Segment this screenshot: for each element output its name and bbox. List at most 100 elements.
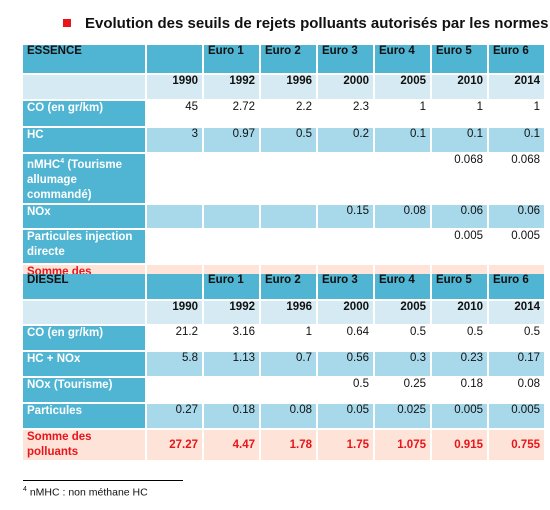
value-cell: 0.5 bbox=[318, 378, 375, 404]
diesel-table: DIESEL Euro 1 Euro 2 Euro 3 Euro 4 Euro … bbox=[23, 274, 546, 462]
year-cell: 2005 bbox=[375, 301, 432, 326]
value-cell: 0.97 bbox=[204, 128, 261, 154]
year-cell: 2014 bbox=[489, 75, 546, 101]
value-cell: 0.18 bbox=[204, 404, 261, 430]
table-row: Particules 0.27 0.18 0.08 0.05 0.025 0.0… bbox=[23, 404, 546, 430]
year-cell: 1990 bbox=[147, 75, 204, 101]
value-cell: 0.56 bbox=[318, 352, 375, 378]
row-label: NOx bbox=[23, 204, 147, 230]
value-cell bbox=[261, 229, 318, 265]
value-cell: 0.5 bbox=[432, 326, 489, 352]
value-cell bbox=[204, 229, 261, 265]
value-cell bbox=[204, 204, 261, 230]
value-cell bbox=[318, 229, 375, 265]
year-cell: 1996 bbox=[261, 75, 318, 101]
value-cell: 0.5 bbox=[375, 326, 432, 352]
year-cell: 2000 bbox=[318, 301, 375, 326]
essence-heading: ESSENCE bbox=[23, 45, 147, 75]
value-cell: 1 bbox=[432, 101, 489, 128]
norm-euro4: Euro 4 bbox=[375, 274, 432, 301]
page-title: Evolution des seuils de rejets polluants… bbox=[63, 12, 548, 34]
value-cell: 0.06 bbox=[489, 204, 546, 230]
value-cell: 2.3 bbox=[318, 101, 375, 128]
value-cell: 0.1 bbox=[432, 128, 489, 154]
norm-euro6: Euro 6 bbox=[489, 274, 546, 301]
row-label: Particules injection directe bbox=[23, 229, 147, 265]
year-cell: 2000 bbox=[318, 75, 375, 101]
norm-euro5: Euro 5 bbox=[432, 45, 489, 75]
value-cell: 0.06 bbox=[432, 204, 489, 230]
value-cell bbox=[318, 154, 375, 205]
value-cell: 1 bbox=[375, 101, 432, 128]
table-row: nMHC4 (Tourisme allumage commandé) 0.068… bbox=[23, 154, 546, 205]
value-cell: 0.08 bbox=[375, 204, 432, 230]
value-cell: 0.08 bbox=[261, 404, 318, 430]
table-row: Particules injection directe 0.005 0.005 bbox=[23, 229, 546, 265]
value-cell: 0.25 bbox=[375, 378, 432, 404]
row-label: Particules bbox=[23, 404, 147, 430]
value-cell: 2.2 bbox=[261, 101, 318, 128]
value-cell bbox=[261, 378, 318, 404]
year-cell: 1992 bbox=[204, 75, 261, 101]
row-label: NOx (Tourisme) bbox=[23, 378, 147, 404]
value-cell: 45 bbox=[147, 101, 204, 128]
year-cell: 2005 bbox=[375, 75, 432, 101]
value-cell: 1 bbox=[489, 101, 546, 128]
row-label: nMHC4 (Tourisme allumage commandé) bbox=[23, 154, 147, 205]
year-cell: 2010 bbox=[432, 301, 489, 326]
value-cell: 0.64 bbox=[318, 326, 375, 352]
essence-table: ESSENCE Euro 1 Euro 2 Euro 3 Euro 4 Euro… bbox=[23, 45, 546, 297]
value-cell: 0.005 bbox=[489, 229, 546, 265]
value-cell: 0.7 bbox=[261, 352, 318, 378]
value-cell: 0.3 bbox=[375, 352, 432, 378]
norm-euro1: Euro 1 bbox=[204, 274, 261, 301]
value-cell: 0.5 bbox=[261, 128, 318, 154]
row-label: CO (en gr/km) bbox=[23, 101, 147, 128]
value-cell bbox=[204, 154, 261, 205]
sum-cell: 1.78 bbox=[261, 430, 318, 462]
norm-euro1: Euro 1 bbox=[204, 45, 261, 75]
value-cell: 0.1 bbox=[489, 128, 546, 154]
value-cell: 0.068 bbox=[489, 154, 546, 205]
value-cell: 1 bbox=[261, 326, 318, 352]
value-cell: 2.72 bbox=[204, 101, 261, 128]
value-cell: 3 bbox=[147, 128, 204, 154]
sum-cell: 1.75 bbox=[318, 430, 375, 462]
norm-euro5: Euro 5 bbox=[432, 274, 489, 301]
table-row: CO (en gr/km) 21.2 3.16 1 0.64 0.5 0.5 0… bbox=[23, 326, 546, 352]
value-cell: 0.005 bbox=[432, 404, 489, 430]
table-row: HC 3 0.97 0.5 0.2 0.1 0.1 0.1 bbox=[23, 128, 546, 154]
sum-row: Somme des polluants 27.27 4.47 1.78 1.75… bbox=[23, 430, 546, 462]
value-cell bbox=[147, 204, 204, 230]
year-cell: 1996 bbox=[261, 301, 318, 326]
year-cell: 2014 bbox=[489, 301, 546, 326]
value-cell bbox=[375, 229, 432, 265]
table-row: CO (en gr/km) 45 2.72 2.2 2.3 1 1 1 bbox=[23, 101, 546, 128]
diesel-years-row: 1990 1992 1996 2000 2005 2010 2014 bbox=[23, 301, 546, 326]
diesel-heading: DIESEL bbox=[23, 274, 147, 301]
norm-euro3: Euro 3 bbox=[318, 45, 375, 75]
value-cell bbox=[204, 378, 261, 404]
sum-cell: 0.915 bbox=[432, 430, 489, 462]
title-text: Evolution des seuils de rejets polluants… bbox=[85, 14, 549, 32]
value-cell: 0.5 bbox=[489, 326, 546, 352]
value-cell: 0.2 bbox=[318, 128, 375, 154]
table-row: HC + NOx 5.8 1.13 0.7 0.56 0.3 0.23 0.17 bbox=[23, 352, 546, 378]
value-cell: 0.005 bbox=[432, 229, 489, 265]
norm-euro6: Euro 6 bbox=[489, 45, 546, 75]
norm-euro3: Euro 3 bbox=[318, 274, 375, 301]
norm-euro4: Euro 4 bbox=[375, 45, 432, 75]
sum-cell: 0.755 bbox=[489, 430, 546, 462]
footnote: 4 nMHC : non méthane HC bbox=[23, 486, 148, 499]
value-cell: 0.005 bbox=[489, 404, 546, 430]
value-cell: 0.27 bbox=[147, 404, 204, 430]
value-cell: 0.23 bbox=[432, 352, 489, 378]
value-cell: 0.17 bbox=[489, 352, 546, 378]
value-cell: 1.13 bbox=[204, 352, 261, 378]
value-cell: 3.16 bbox=[204, 326, 261, 352]
row-label: HC bbox=[23, 128, 147, 154]
sum-cell: 4.47 bbox=[204, 430, 261, 462]
value-cell: 21.2 bbox=[147, 326, 204, 352]
essence-norms-row: ESSENCE Euro 1 Euro 2 Euro 3 Euro 4 Euro… bbox=[23, 45, 546, 75]
essence-years-row: 1990 1992 1996 2000 2005 2010 2014 bbox=[23, 75, 546, 101]
